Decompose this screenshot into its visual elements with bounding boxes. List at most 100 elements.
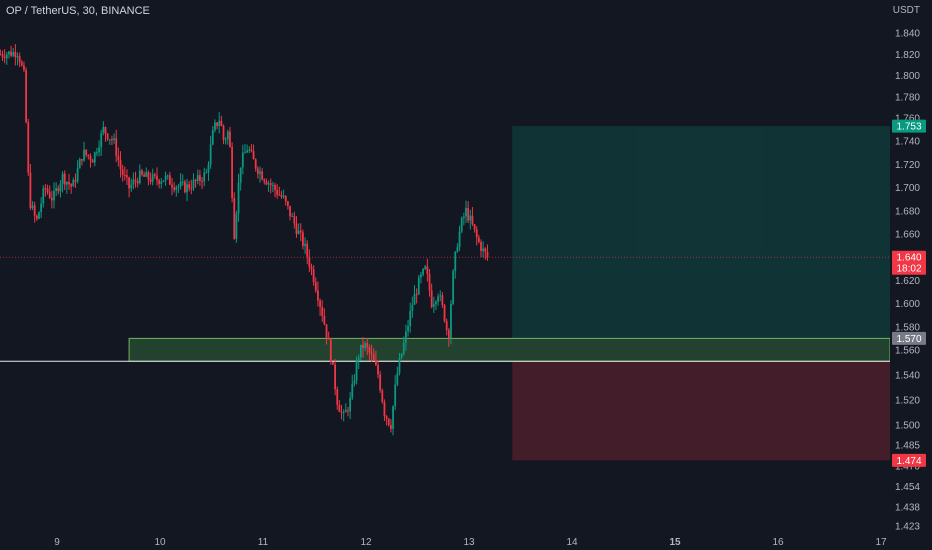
candle-body-31 (65, 181, 68, 185)
y-tick-8: 1.680 (895, 206, 920, 217)
candle-body-91 (194, 179, 197, 182)
candle-body-208 (445, 321, 448, 330)
candle-body-66 (141, 170, 143, 175)
candle-body-6 (12, 52, 15, 56)
candle-body-59 (126, 175, 128, 178)
candle-body-24 (50, 197, 53, 201)
candle-body-90 (192, 179, 195, 189)
candle-body-26 (55, 188, 58, 191)
candle-body-179 (383, 402, 386, 417)
candle-body-127 (271, 185, 274, 187)
candle-body-195 (417, 277, 420, 295)
candle-body-194 (415, 294, 418, 296)
candle-body-134 (286, 201, 289, 206)
candle-body-35 (74, 180, 77, 182)
candle-body-99 (211, 130, 214, 145)
candle-body-178 (381, 390, 384, 403)
candle-body-41 (87, 154, 90, 157)
candle-body-154 (329, 339, 332, 362)
candle-body-143 (306, 243, 309, 257)
candle-body-72 (153, 174, 156, 176)
candle-body-199 (426, 266, 429, 274)
candle-body-45 (96, 152, 98, 154)
candle-body-227 (486, 251, 489, 258)
candle-body-176 (377, 364, 379, 375)
candle-body-62 (132, 179, 135, 185)
candle-body-96 (205, 172, 208, 174)
y-tick-17: 1.485 (895, 441, 920, 452)
y-tick-15: 1.520 (895, 396, 920, 407)
candle-body-78 (166, 175, 169, 177)
candle-body-71 (151, 174, 154, 182)
candle-body-116 (248, 149, 251, 151)
y-tick-12: 1.580 (895, 322, 920, 333)
candle-body-159 (340, 411, 343, 413)
candle-body-81 (173, 187, 176, 190)
candle-body-40 (85, 149, 88, 155)
candle-body-224 (480, 242, 482, 252)
candle-body-11 (23, 65, 25, 71)
candle-body-94 (201, 180, 203, 182)
candle-body-196 (420, 274, 422, 278)
y-tick-7: 1.700 (895, 183, 920, 194)
candle-body-167 (357, 357, 360, 360)
candle-body-210 (450, 303, 452, 339)
price-badge-label-1: 1.640 (896, 253, 921, 264)
y-tick-2: 1.800 (895, 71, 920, 82)
candle-body-160 (342, 412, 345, 414)
candle-body-139 (297, 230, 300, 234)
candle-body-83 (177, 186, 180, 188)
candle-body-84 (179, 181, 182, 187)
x-tick-6: 15 (669, 537, 681, 548)
candle-body-200 (428, 273, 431, 291)
candle-body-150 (321, 306, 324, 317)
candle-body-110 (235, 213, 238, 239)
time-axis-bg (0, 532, 932, 550)
candle-body-15 (31, 205, 34, 208)
candle-body-118 (252, 151, 255, 160)
stop-zone (512, 361, 890, 461)
candle-body-180 (385, 416, 388, 419)
candle-body-27 (57, 188, 60, 192)
candle-body-189 (405, 331, 407, 343)
candle-body-44 (93, 152, 96, 163)
candle-body-95 (203, 172, 206, 182)
candle-body-137 (293, 215, 296, 224)
candle-body-89 (190, 188, 193, 190)
candle-body-50 (106, 133, 109, 140)
candle-body-64 (136, 180, 139, 184)
candle-body-123 (263, 179, 266, 182)
candle-body-202 (432, 304, 435, 307)
price-badge-label-2: 1.570 (896, 334, 921, 345)
candle-body-190 (407, 325, 409, 332)
candle-body-191 (409, 311, 412, 326)
candle-body-162 (347, 410, 349, 412)
candle-body-214 (458, 231, 461, 248)
candle-body-55 (117, 155, 120, 161)
candle-body-58 (123, 174, 126, 176)
candle-body-61 (130, 184, 133, 189)
candle-body-107 (229, 131, 231, 147)
candle-body-209 (447, 329, 450, 339)
candle-body-133 (284, 195, 287, 202)
candle-body-129 (276, 189, 279, 195)
candle-body-2 (3, 56, 6, 59)
candle-body-21 (44, 188, 47, 190)
candle-body-113 (241, 152, 244, 168)
candle-body-197 (422, 268, 424, 275)
x-tick-4: 13 (463, 537, 475, 548)
candle-body-97 (207, 164, 210, 173)
candle-body-111 (237, 182, 240, 214)
candle-body-103 (220, 120, 223, 126)
y-tick-6: 1.720 (895, 160, 920, 171)
candle-body-114 (244, 152, 246, 154)
candle-body-63 (134, 179, 137, 181)
candle-body-82 (175, 187, 178, 190)
y-tick-9: 1.660 (895, 230, 920, 241)
candle-body-212 (454, 251, 457, 271)
candle-body-88 (188, 184, 191, 189)
candle-body-46 (98, 147, 100, 153)
candle-body-36 (76, 168, 79, 182)
candle-body-141 (302, 232, 304, 246)
